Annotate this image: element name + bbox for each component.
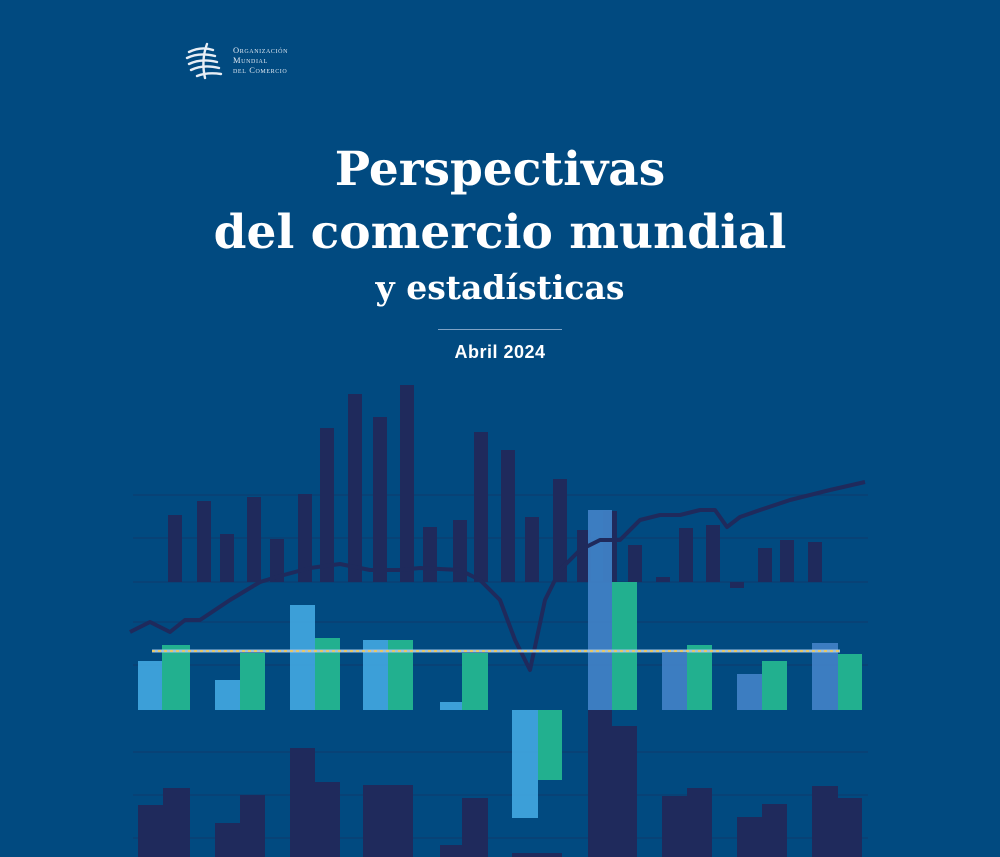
- dark-bar: [762, 804, 787, 857]
- dark-bar: [662, 796, 687, 857]
- dark-bar: [612, 726, 637, 857]
- dark-bar: [215, 823, 240, 857]
- green-bar: [162, 645, 190, 710]
- dark-bar: [138, 805, 163, 857]
- dark-bar: [168, 515, 182, 582]
- green-bar: [315, 638, 340, 710]
- green-bar: [240, 653, 265, 710]
- logo-text-line: del Comercio: [233, 65, 288, 75]
- wto-emblem-icon: [185, 42, 223, 80]
- dark-bar: [501, 450, 515, 582]
- dark-bar: [400, 385, 414, 582]
- dark-bar: [588, 710, 612, 857]
- logo-text-line: Organización: [233, 45, 289, 55]
- dark-bar: [553, 479, 567, 582]
- publication-date: Abril 2024: [454, 342, 546, 362]
- title-divider: [438, 329, 562, 330]
- light-blue-bar: [812, 643, 838, 710]
- dark-bar: [706, 525, 720, 582]
- light-blue-bar: [512, 710, 538, 818]
- dark-bar: [512, 853, 562, 857]
- title-line-2: del comercio mundial: [213, 205, 787, 260]
- green-bar: [687, 645, 712, 710]
- dark-bar: [298, 494, 312, 582]
- light-blue-bar: [138, 661, 162, 710]
- dark-bar: [730, 582, 744, 588]
- dark-bar: [240, 795, 265, 857]
- light-blue-bar: [737, 674, 762, 710]
- dark-bar: [290, 748, 315, 857]
- dark-bar: [812, 786, 838, 857]
- dark-bar: [474, 432, 488, 582]
- dark-bar: [320, 428, 334, 582]
- dark-bar: [220, 534, 234, 582]
- dark-bar: [838, 798, 862, 857]
- dark-bar: [440, 845, 462, 857]
- dark-bar: [808, 542, 822, 582]
- dark-bar: [687, 788, 712, 857]
- dark-bar: [163, 788, 190, 857]
- green-bar: [838, 654, 862, 710]
- light-blue-bar: [662, 653, 687, 710]
- dark-bar: [656, 577, 670, 582]
- dark-bar: [197, 501, 211, 582]
- green-bar: [612, 582, 637, 710]
- dark-bar: [780, 540, 794, 582]
- dark-bar: [577, 530, 591, 582]
- light-blue-bar: [215, 680, 240, 710]
- green-bar: [762, 661, 787, 710]
- light-blue-bar: [440, 702, 462, 710]
- dark-bar: [679, 528, 693, 582]
- dark-bar: [525, 517, 539, 582]
- dark-bar: [628, 545, 642, 582]
- dark-bar: [758, 548, 772, 582]
- title-line-1: Perspectivas: [334, 142, 666, 197]
- dark-bar: [453, 520, 467, 582]
- dark-bar: [462, 798, 488, 857]
- subtitle: y estadísticas: [375, 268, 625, 307]
- green-bar: [538, 710, 562, 780]
- dark-bar: [373, 417, 387, 582]
- trend-line: [129, 480, 866, 672]
- logo-text-line: Mundial: [233, 55, 268, 65]
- wto-logo: Organización Mundial del Comercio: [183, 40, 288, 80]
- dark-bar: [270, 539, 284, 582]
- light-blue-bar: [290, 605, 315, 710]
- dark-bar: [348, 394, 362, 582]
- dark-bar: [363, 785, 413, 857]
- dark-bar: [315, 782, 340, 857]
- dark-bar: [247, 497, 261, 582]
- green-bar: [462, 653, 488, 710]
- dark-bar: [423, 527, 437, 582]
- dark-bar: [737, 817, 762, 857]
